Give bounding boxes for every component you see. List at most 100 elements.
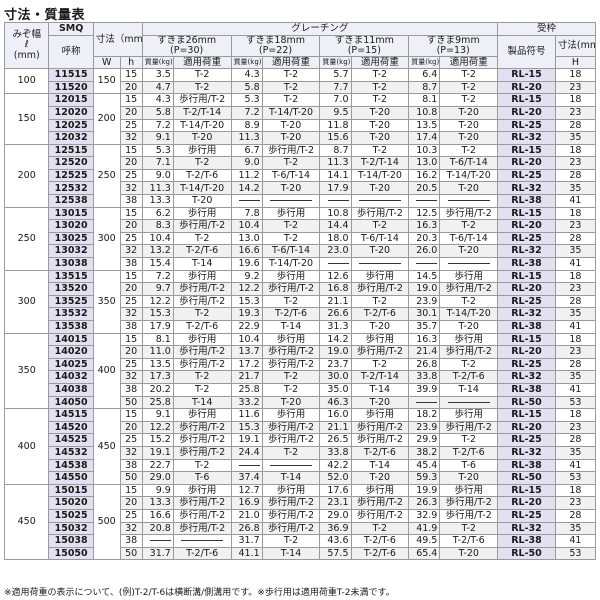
smq-code-cell: 15038 <box>48 534 94 548</box>
mass-cell: 59.3 <box>408 471 441 485</box>
mass-cell: 18.2 <box>408 408 441 422</box>
load-cell: T-14/T-20 <box>439 168 499 183</box>
load-cell: T-14 <box>350 458 410 473</box>
mass-cell: 12.7 <box>230 483 263 498</box>
frame-code-cell: RL-32 <box>497 131 556 145</box>
frame-code-cell: RL-15 <box>497 483 556 498</box>
mass-cell: 14.1 <box>319 168 352 183</box>
load-cell: T-14 <box>172 257 232 271</box>
load-cell: T-14 <box>261 320 321 334</box>
smq-code-cell: 14038 <box>48 382 94 397</box>
mass-cell: 11.2 <box>230 168 263 183</box>
load-cell: 歩行用 <box>261 483 321 498</box>
frame-code-cell: RL-20 <box>497 156 556 170</box>
w-cell: 450 <box>92 408 121 485</box>
load-cell: 歩行用/T-2 <box>439 345 499 359</box>
load-cell: T-14/T-20 <box>350 168 410 183</box>
mass-cell: 46.3 <box>319 395 352 410</box>
frame-h-cell: 35 <box>554 307 597 321</box>
smq-code-cell: 13020 <box>48 219 94 233</box>
table-row: 13538 38 17.9 T-2/T-6 22.9 T-14 31.3 T-20 35.7 T-… <box>5 320 597 334</box>
mass-cell: 4.7 <box>141 80 174 95</box>
frame-h-cell: 28 <box>554 294 597 309</box>
h-cell: 50 <box>119 395 143 410</box>
w-cell: 350 <box>92 269 121 334</box>
w-cell: 300 <box>92 206 121 271</box>
load-cell: 歩行用/T-2 <box>350 420 410 435</box>
smq-code-cell: 12032 <box>48 131 94 145</box>
mass-cell: 16.6 <box>230 244 263 259</box>
table-row: 12525 25 9.0 T-2/T-6 11.2 T-6/T-14 14.1 T-14/T-… <box>5 168 597 183</box>
frame-code-cell: RL-38 <box>497 458 556 473</box>
load-cell: T-2 <box>261 68 321 82</box>
table-row: 14538 38 22.7 T-2 42.2 T-14 45.4 T-6 RL-38 41 <box>5 458 597 473</box>
smq-code-cell: 14032 <box>48 370 94 384</box>
load-cell: T-2 <box>261 219 321 233</box>
mass-cell: 7.2 <box>230 105 263 120</box>
smq-code-cell: 11520 <box>48 80 94 95</box>
mass-cell: 7.7 <box>319 80 352 95</box>
mass-cell: 16.9 <box>230 496 263 510</box>
h-cell: 20 <box>119 105 143 120</box>
frame-h-cell: 41 <box>554 320 597 334</box>
mass-cell: 10.8 <box>408 105 441 120</box>
smq-code-cell: 13515 <box>48 269 94 284</box>
mass-cell: 23.1 <box>319 496 352 510</box>
load-cell: T-20 <box>350 471 410 485</box>
mass-cell: 21.4 <box>408 345 441 359</box>
load-cell: 歩行用/T-2 <box>261 433 321 447</box>
frame-code-cell: RL-38 <box>497 320 556 334</box>
mass-cell: 31.7 <box>141 546 174 561</box>
table-row: 13038 38 15.4 T-14 19.6 T-14/T-20 RL-38 41 <box>5 257 597 271</box>
load-cell: 歩行用/T-2 <box>172 420 232 435</box>
groove-width-cell: 100 <box>3 68 50 95</box>
h-header: h <box>119 55 143 70</box>
mass-cell: 65.4 <box>408 546 441 561</box>
h-cell: 15 <box>119 206 143 221</box>
load-cell: T-2/T-6 <box>439 445 499 460</box>
frame-h-cell: 23 <box>554 496 597 510</box>
frame-code-cell: RL-32 <box>497 521 556 536</box>
mass-cell: 17.4 <box>408 131 441 145</box>
table-row: 14032 32 17.3 T-2 21.7 T-2 30.0 T-2/T-14 33.8 T-2… <box>5 370 597 384</box>
mass-cell: 41.9 <box>408 521 441 536</box>
load-cell: 歩行用/T-2 <box>350 508 410 523</box>
mass-cell: 13.7 <box>230 345 263 359</box>
smq-code-cell: 13532 <box>48 307 94 321</box>
mass-cell: 5.7 <box>319 68 352 82</box>
frame-h-cell: 41 <box>554 534 597 548</box>
frame-code-cell: RL-25 <box>497 118 556 133</box>
mass-cell: 13.5 <box>141 357 174 372</box>
load-cell: T-2 <box>172 307 232 321</box>
h-cell: 15 <box>119 269 143 284</box>
frame-h-cell: 23 <box>554 80 597 95</box>
frame-code-cell: RL-15 <box>497 269 556 284</box>
groove-width-cell: 400 <box>3 408 50 485</box>
mass-cell: 15.4 <box>141 257 174 271</box>
mass-cell: 8.9 <box>230 118 263 133</box>
load-cell: 歩行用/T-2 <box>172 345 232 359</box>
load-cell: T-2 <box>439 68 499 82</box>
load-cell: T-20 <box>261 181 321 196</box>
pitch-header-2: すきま18mm (P=22) <box>230 34 321 57</box>
frame-h-cell: 35 <box>554 131 597 145</box>
h-cell: 25 <box>119 508 143 523</box>
mass-cell: 8.1 <box>141 332 174 347</box>
h-cell: 32 <box>119 244 143 259</box>
mass-cell: 9.1 <box>141 408 174 422</box>
mass-cell: 20.2 <box>141 382 174 397</box>
load-cell: T-6/T-14 <box>439 231 499 246</box>
mass-cell: 25.8 <box>141 395 174 410</box>
h-cell: 25 <box>119 294 143 309</box>
frame-code-cell: RL-20 <box>497 496 556 510</box>
frame-h-cell: 35 <box>554 521 597 536</box>
load-cell: T-20 <box>439 471 499 485</box>
load-cell: 歩行用 <box>172 483 232 498</box>
load-cell: T-6 <box>172 471 232 485</box>
frame-h-cell: 28 <box>554 433 597 447</box>
load-cell: T-2 <box>261 294 321 309</box>
mass-cell: 13.2 <box>141 244 174 259</box>
frame-code-cell: RL-32 <box>497 181 556 196</box>
load-cell: T-6/T-14 <box>261 244 321 259</box>
mass-header-1: 質量(kg) <box>141 55 174 70</box>
